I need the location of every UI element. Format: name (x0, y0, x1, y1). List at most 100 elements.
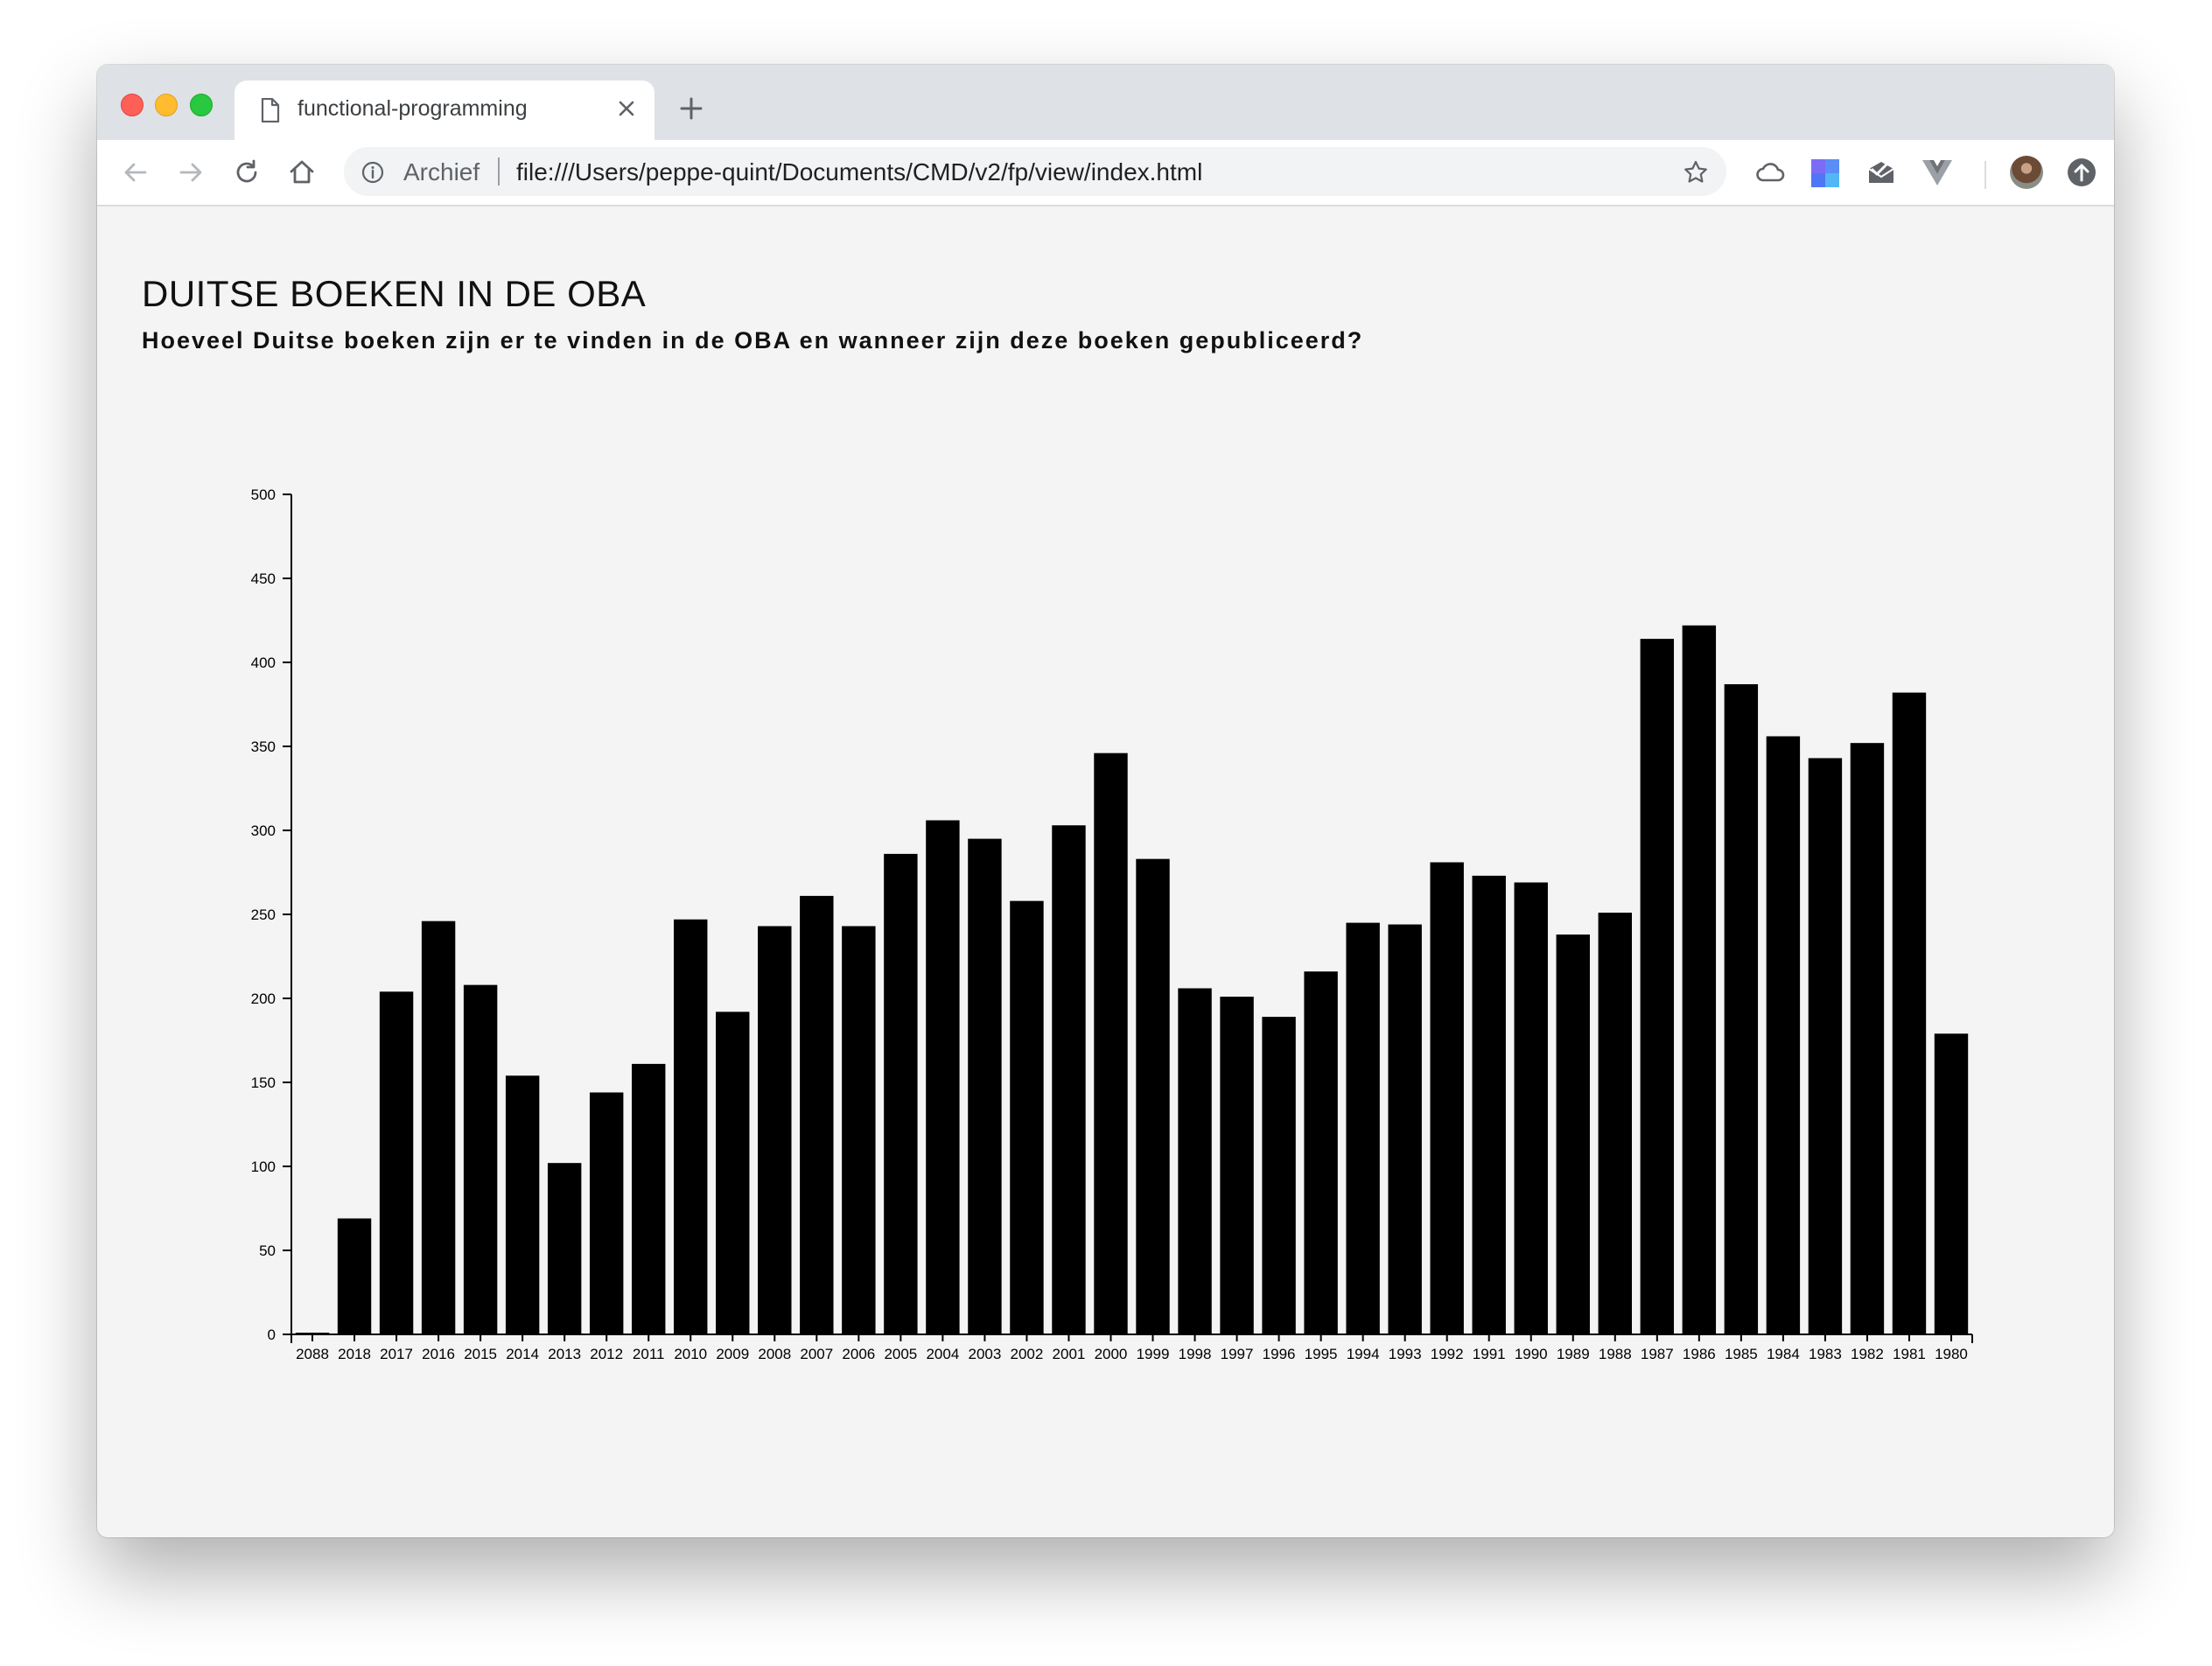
x-tick-label: 2003 (968, 1346, 1001, 1362)
x-tick-label: 1987 (1641, 1346, 1674, 1362)
back-arrow-icon[interactable] (122, 158, 150, 191)
minimize-window-button[interactable] (155, 94, 178, 116)
profile-avatar[interactable] (2010, 156, 2043, 189)
bar-1996 (1262, 1017, 1296, 1334)
forward-arrow-icon[interactable] (177, 158, 205, 191)
info-icon[interactable] (361, 161, 384, 188)
bar-2008 (758, 926, 792, 1334)
x-tick-label: 1983 (1809, 1346, 1842, 1362)
x-tick-label: 2000 (1095, 1346, 1128, 1362)
close-window-button[interactable] (121, 94, 144, 116)
url-text[interactable]: file:///Users/peppe-quint/Documents/CMD/… (516, 158, 1203, 186)
y-tick-label: 250 (251, 906, 276, 923)
x-tick-label: 2011 (633, 1346, 665, 1362)
bar-1997 (1220, 997, 1254, 1334)
x-tick-label: 1980 (1935, 1346, 1968, 1362)
zoom-window-button[interactable] (190, 94, 213, 116)
close-tab-icon[interactable] (616, 98, 637, 123)
bar-2014 (505, 1075, 540, 1334)
y-tick-label: 150 (251, 1074, 276, 1091)
vue-icon[interactable] (1922, 158, 1953, 191)
bar-1995 (1304, 971, 1338, 1334)
y-tick-label: 450 (251, 570, 276, 587)
x-tick-label: 2007 (800, 1346, 833, 1362)
x-tick-label: 2015 (464, 1346, 497, 1362)
x-tick-label: 1994 (1347, 1346, 1380, 1362)
extension-icon[interactable] (1810, 158, 1840, 192)
bar-1987 (1640, 639, 1675, 1334)
x-tick-label: 1992 (1431, 1346, 1464, 1362)
bar-2000 (1094, 752, 1128, 1334)
x-tick-label: 1982 (1851, 1346, 1884, 1362)
y-tick-label: 0 (268, 1326, 276, 1343)
x-tick-label: 2014 (506, 1346, 539, 1362)
bar-2013 (547, 1163, 582, 1334)
x-tick-label: 1998 (1179, 1346, 1212, 1362)
cloud-icon[interactable] (1754, 158, 1786, 191)
bar-1981 (1892, 692, 1927, 1334)
bar-2017 (379, 991, 414, 1334)
x-tick-label: 2002 (1011, 1346, 1044, 1362)
tab-bar: functional-programming (97, 65, 2114, 140)
x-tick-label: 2017 (380, 1346, 413, 1362)
y-tick-label: 350 (251, 738, 276, 755)
x-tick-label: 1981 (1893, 1346, 1926, 1362)
bar-1994 (1346, 922, 1380, 1334)
bar-1999 (1136, 858, 1170, 1334)
bar-2018 (337, 1218, 372, 1334)
bar-2005 (884, 853, 918, 1334)
y-tick-label: 400 (251, 654, 276, 671)
x-tick-label: 1995 (1305, 1346, 1338, 1362)
bar-1993 (1388, 924, 1422, 1334)
reload-icon[interactable] (233, 158, 261, 191)
bar-1983 (1808, 758, 1843, 1334)
x-tick-label: 1996 (1263, 1346, 1296, 1362)
browser-tab[interactable]: functional-programming (234, 80, 654, 140)
y-tick-label: 300 (251, 822, 276, 839)
bar-1984 (1766, 736, 1801, 1334)
x-tick-label: 1999 (1137, 1346, 1170, 1362)
browser-toolbar: Archief file:///Users/peppe-quint/Docume… (97, 140, 2114, 206)
bar-1980 (1934, 1033, 1969, 1334)
update-icon[interactable] (2066, 157, 2097, 192)
home-icon[interactable] (288, 158, 316, 191)
x-tick-label: 2001 (1053, 1346, 1086, 1362)
x-tick-label: 2008 (758, 1346, 791, 1362)
bar-2003 (968, 838, 1002, 1334)
x-tick-label: 2013 (548, 1346, 581, 1362)
bar-2007 (800, 895, 834, 1334)
y-tick-label: 200 (251, 990, 276, 1007)
bar-2001 (1052, 825, 1086, 1334)
bar-1990 (1514, 882, 1548, 1334)
address-bar[interactable]: Archief file:///Users/peppe-quint/Docume… (344, 147, 1726, 196)
x-tick-label: 2004 (926, 1346, 959, 1362)
bookmark-star-icon[interactable] (1683, 159, 1709, 190)
mail-icon[interactable] (1866, 158, 1896, 191)
x-tick-label: 2018 (338, 1346, 371, 1362)
bar-1992 (1430, 862, 1464, 1334)
y-tick-label: 100 (251, 1158, 276, 1175)
y-tick-label: 50 (259, 1242, 276, 1259)
x-tick-label: 2010 (674, 1346, 707, 1362)
bar-1986 (1682, 625, 1717, 1334)
x-tick-label: 2005 (884, 1346, 917, 1362)
bar-2016 (421, 920, 456, 1334)
bar-1985 (1724, 683, 1759, 1334)
x-tick-label: 1986 (1683, 1346, 1716, 1362)
x-tick-label: 2006 (842, 1346, 875, 1362)
new-tab-icon[interactable] (679, 96, 704, 125)
page-title: DUITSE BOEKEN IN DE OBA (142, 273, 647, 314)
x-tick-label: 2009 (716, 1346, 749, 1362)
x-tick-label: 1988 (1599, 1346, 1632, 1362)
bar-2015 (463, 984, 498, 1334)
x-tick-label: 1989 (1557, 1346, 1590, 1362)
bar-1988 (1598, 913, 1632, 1334)
bar-2004 (926, 820, 960, 1334)
bar-1991 (1472, 875, 1506, 1334)
x-tick-label: 2012 (590, 1346, 623, 1362)
bar-2010 (674, 919, 708, 1334)
bar-2006 (842, 926, 876, 1334)
tab-title: functional-programming (298, 96, 528, 121)
toolbar-divider (1984, 161, 1986, 189)
